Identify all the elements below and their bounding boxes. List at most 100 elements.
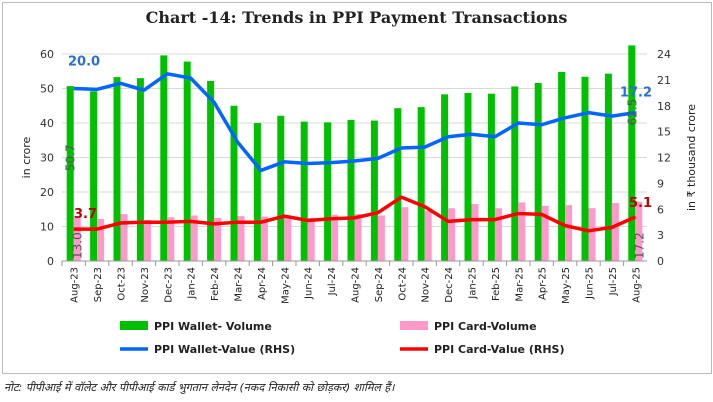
bar-card-volume xyxy=(167,217,175,261)
legend-label: PPI Wallet-Value (RHS) xyxy=(154,343,295,356)
footnote: नोट: पीपीआई में वॉलेट और पीपीआई कार्ड भु… xyxy=(4,381,395,394)
bar-wallet-volume xyxy=(300,121,308,262)
x-tick-label: Mar-24 xyxy=(234,267,245,302)
y2-tick-label: 21 xyxy=(657,74,671,87)
bar-card-volume xyxy=(377,215,385,261)
bar-card-volume xyxy=(635,201,643,261)
legend-label: PPI Card-Volume xyxy=(434,320,537,333)
bar-card-volume xyxy=(565,205,573,261)
bar-card-volume xyxy=(401,207,409,261)
y-tick-label: 60 xyxy=(40,48,54,61)
bar-card-volume xyxy=(214,217,222,261)
x-tick-label: Feb-24 xyxy=(210,267,221,301)
bar-card-volume xyxy=(120,214,128,261)
legend-swatch xyxy=(400,321,428,330)
x-tick-label: Jul-25 xyxy=(608,267,619,296)
x-tick-label: Oct-23 xyxy=(117,267,128,301)
bar-card-volume xyxy=(73,216,81,261)
y2-tick-label: 24 xyxy=(657,48,671,61)
data-label: 20.0 xyxy=(68,55,100,70)
bar-wallet-volume xyxy=(113,77,121,262)
chart-plot: 0 10 20 30 40 50 60 0 3 6 9 12 15 18 21 24 in crore in ₹ … xyxy=(20,45,698,356)
x-tick-label: Nov-23 xyxy=(140,267,151,303)
bar-wallet-volume xyxy=(207,80,215,261)
bar-wallet-volume xyxy=(183,61,191,262)
chart-frame xyxy=(2,2,712,374)
bar-wallet-volume xyxy=(277,115,285,261)
bar-card-volume xyxy=(354,214,362,261)
y-tick-label: 40 xyxy=(40,117,54,130)
bar-wallet-volume xyxy=(324,122,332,261)
x-tick-label: Dec-23 xyxy=(163,267,174,303)
bar-wallet-volume xyxy=(347,119,355,262)
x-tick-label: Aug-25 xyxy=(631,267,642,303)
x-tick-label: Aug-23 xyxy=(70,267,81,303)
x-tick-label: Jan-25 xyxy=(468,267,479,300)
data-label: 3.7 xyxy=(74,207,97,222)
data-label: 13.0 xyxy=(71,232,85,259)
data-label: 5.1 xyxy=(629,196,652,211)
data-label: 50.7 xyxy=(64,144,78,171)
x-tick-label: Jun-25 xyxy=(585,267,596,300)
bar-wallet-volume xyxy=(370,120,378,262)
bar-wallet-volume xyxy=(441,94,449,262)
y-tick-label: 20 xyxy=(40,186,54,199)
x-tick-label: Sep-24 xyxy=(374,267,385,302)
bar-wallet-volume xyxy=(581,76,589,262)
y-axis-label: in crore xyxy=(20,136,33,178)
bar-card-volume xyxy=(284,217,292,261)
bar-card-volume xyxy=(331,214,339,261)
y2-tick-label: 15 xyxy=(657,126,671,139)
bar-card-volume xyxy=(307,217,315,261)
legend-label: PPI Wallet- Volume xyxy=(154,320,272,333)
bar-card-volume xyxy=(143,219,151,261)
bar-card-volume xyxy=(260,216,268,261)
y2-tick-label: 3 xyxy=(657,229,664,242)
bar-card-volume xyxy=(588,208,596,261)
y-tick-label: 0 xyxy=(47,255,54,268)
bar-wallet-volume xyxy=(253,123,261,261)
bar-wallet-volume xyxy=(604,73,612,261)
x-tick-label: Jul-24 xyxy=(327,267,338,296)
data-label: 17.2 xyxy=(632,232,646,259)
bar-card-volume xyxy=(611,203,619,261)
bar-wallet-volume xyxy=(66,86,74,262)
x-tick-label: Jun-24 xyxy=(304,267,315,300)
line-wallet-value xyxy=(73,72,636,173)
x-tick-label: Apr-25 xyxy=(538,267,549,300)
bar-wallet-volume xyxy=(558,71,566,261)
x-tick-label: Jan-24 xyxy=(187,267,198,300)
x-tick-label: May-24 xyxy=(280,267,291,304)
bar-wallet-volume xyxy=(417,107,425,261)
y2-tick-label: 18 xyxy=(657,100,671,113)
x-tick-label: Dec-24 xyxy=(444,267,455,303)
x-tick-label: Apr-24 xyxy=(257,267,268,300)
y2-tick-label: 9 xyxy=(657,177,664,190)
y-tick-label: 10 xyxy=(40,221,54,234)
bar-card-volume xyxy=(448,208,456,261)
bar-card-volume xyxy=(190,215,198,261)
y-tick-label: 50 xyxy=(40,83,54,96)
chart-title: Chart -14: Trends in PPI Payment Transac… xyxy=(145,8,568,27)
bar-wallet-volume xyxy=(394,108,402,261)
bar-wallet-volume xyxy=(136,78,144,262)
bar-wallet-volume xyxy=(90,91,98,261)
bar-wallet-volume xyxy=(230,105,238,261)
bar-wallet-volume xyxy=(511,86,519,262)
x-tick-label: Feb-25 xyxy=(491,267,502,301)
bar-card-volume xyxy=(424,210,432,261)
data-label: 17.2 xyxy=(620,86,652,101)
x-tick-label: Sep-23 xyxy=(93,267,104,302)
bar-wallet-volume xyxy=(628,45,636,261)
y2-axis-label: in ₹ thousand crore xyxy=(685,104,698,211)
bar-card-volume xyxy=(471,204,479,261)
x-tick-label: May-25 xyxy=(561,267,572,304)
y2-tick-label: 12 xyxy=(657,152,671,165)
x-tick-label: Nov-24 xyxy=(421,267,432,303)
y2-tick-label: 6 xyxy=(657,203,664,216)
bar-card-volume xyxy=(97,218,105,261)
legend-swatch xyxy=(120,321,148,330)
bar-card-volume xyxy=(541,205,549,261)
x-tick-label: Oct-24 xyxy=(397,267,408,301)
